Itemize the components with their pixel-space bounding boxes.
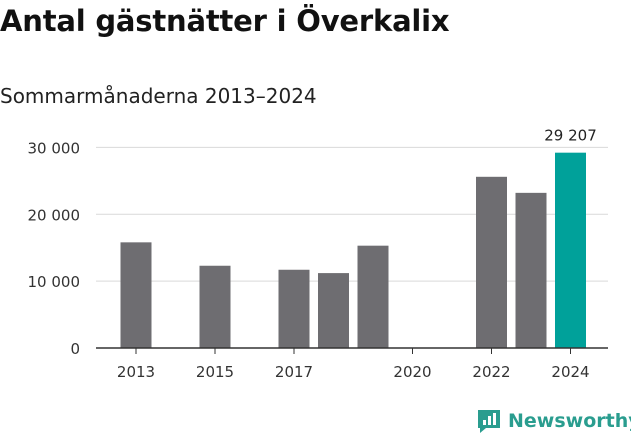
- bar-chart: 0 10 000 20 000 30 000 29 207 2013 2015 2017 202…: [28, 127, 608, 381]
- brand-logo: Newsworthy: [476, 408, 631, 434]
- brand-name: Newsworthy: [508, 410, 631, 432]
- y-tick-label: 30 000: [28, 139, 81, 157]
- y-tick-label: 10 000: [28, 273, 81, 291]
- bar-2023: [515, 192, 547, 348]
- x-tick-label: 2017: [275, 363, 313, 381]
- y-tick-label: 20 000: [28, 206, 81, 224]
- chart-subtitle: Sommarmånaderna 2013–2024: [0, 84, 317, 108]
- bar-2017: [278, 269, 310, 348]
- bar-2013: [120, 242, 152, 348]
- chart-title: Antal gästnätter i Överkalix: [0, 4, 450, 38]
- x-tick-label: 2015: [196, 363, 234, 381]
- bar-2024: [555, 152, 586, 348]
- x-tick-label: 2020: [393, 363, 431, 381]
- newsworthy-logo-icon: [478, 410, 500, 433]
- y-tick-label: 0: [70, 340, 80, 358]
- bar-2019: [357, 245, 389, 348]
- x-tick-label: 2013: [117, 363, 155, 381]
- x-tick-label: 2024: [551, 363, 589, 381]
- data-label: 29 207: [544, 127, 597, 145]
- x-tick-label: 2022: [472, 363, 510, 381]
- bar-2018: [318, 273, 349, 348]
- bar-2022: [476, 176, 507, 348]
- bar-2015: [199, 265, 231, 348]
